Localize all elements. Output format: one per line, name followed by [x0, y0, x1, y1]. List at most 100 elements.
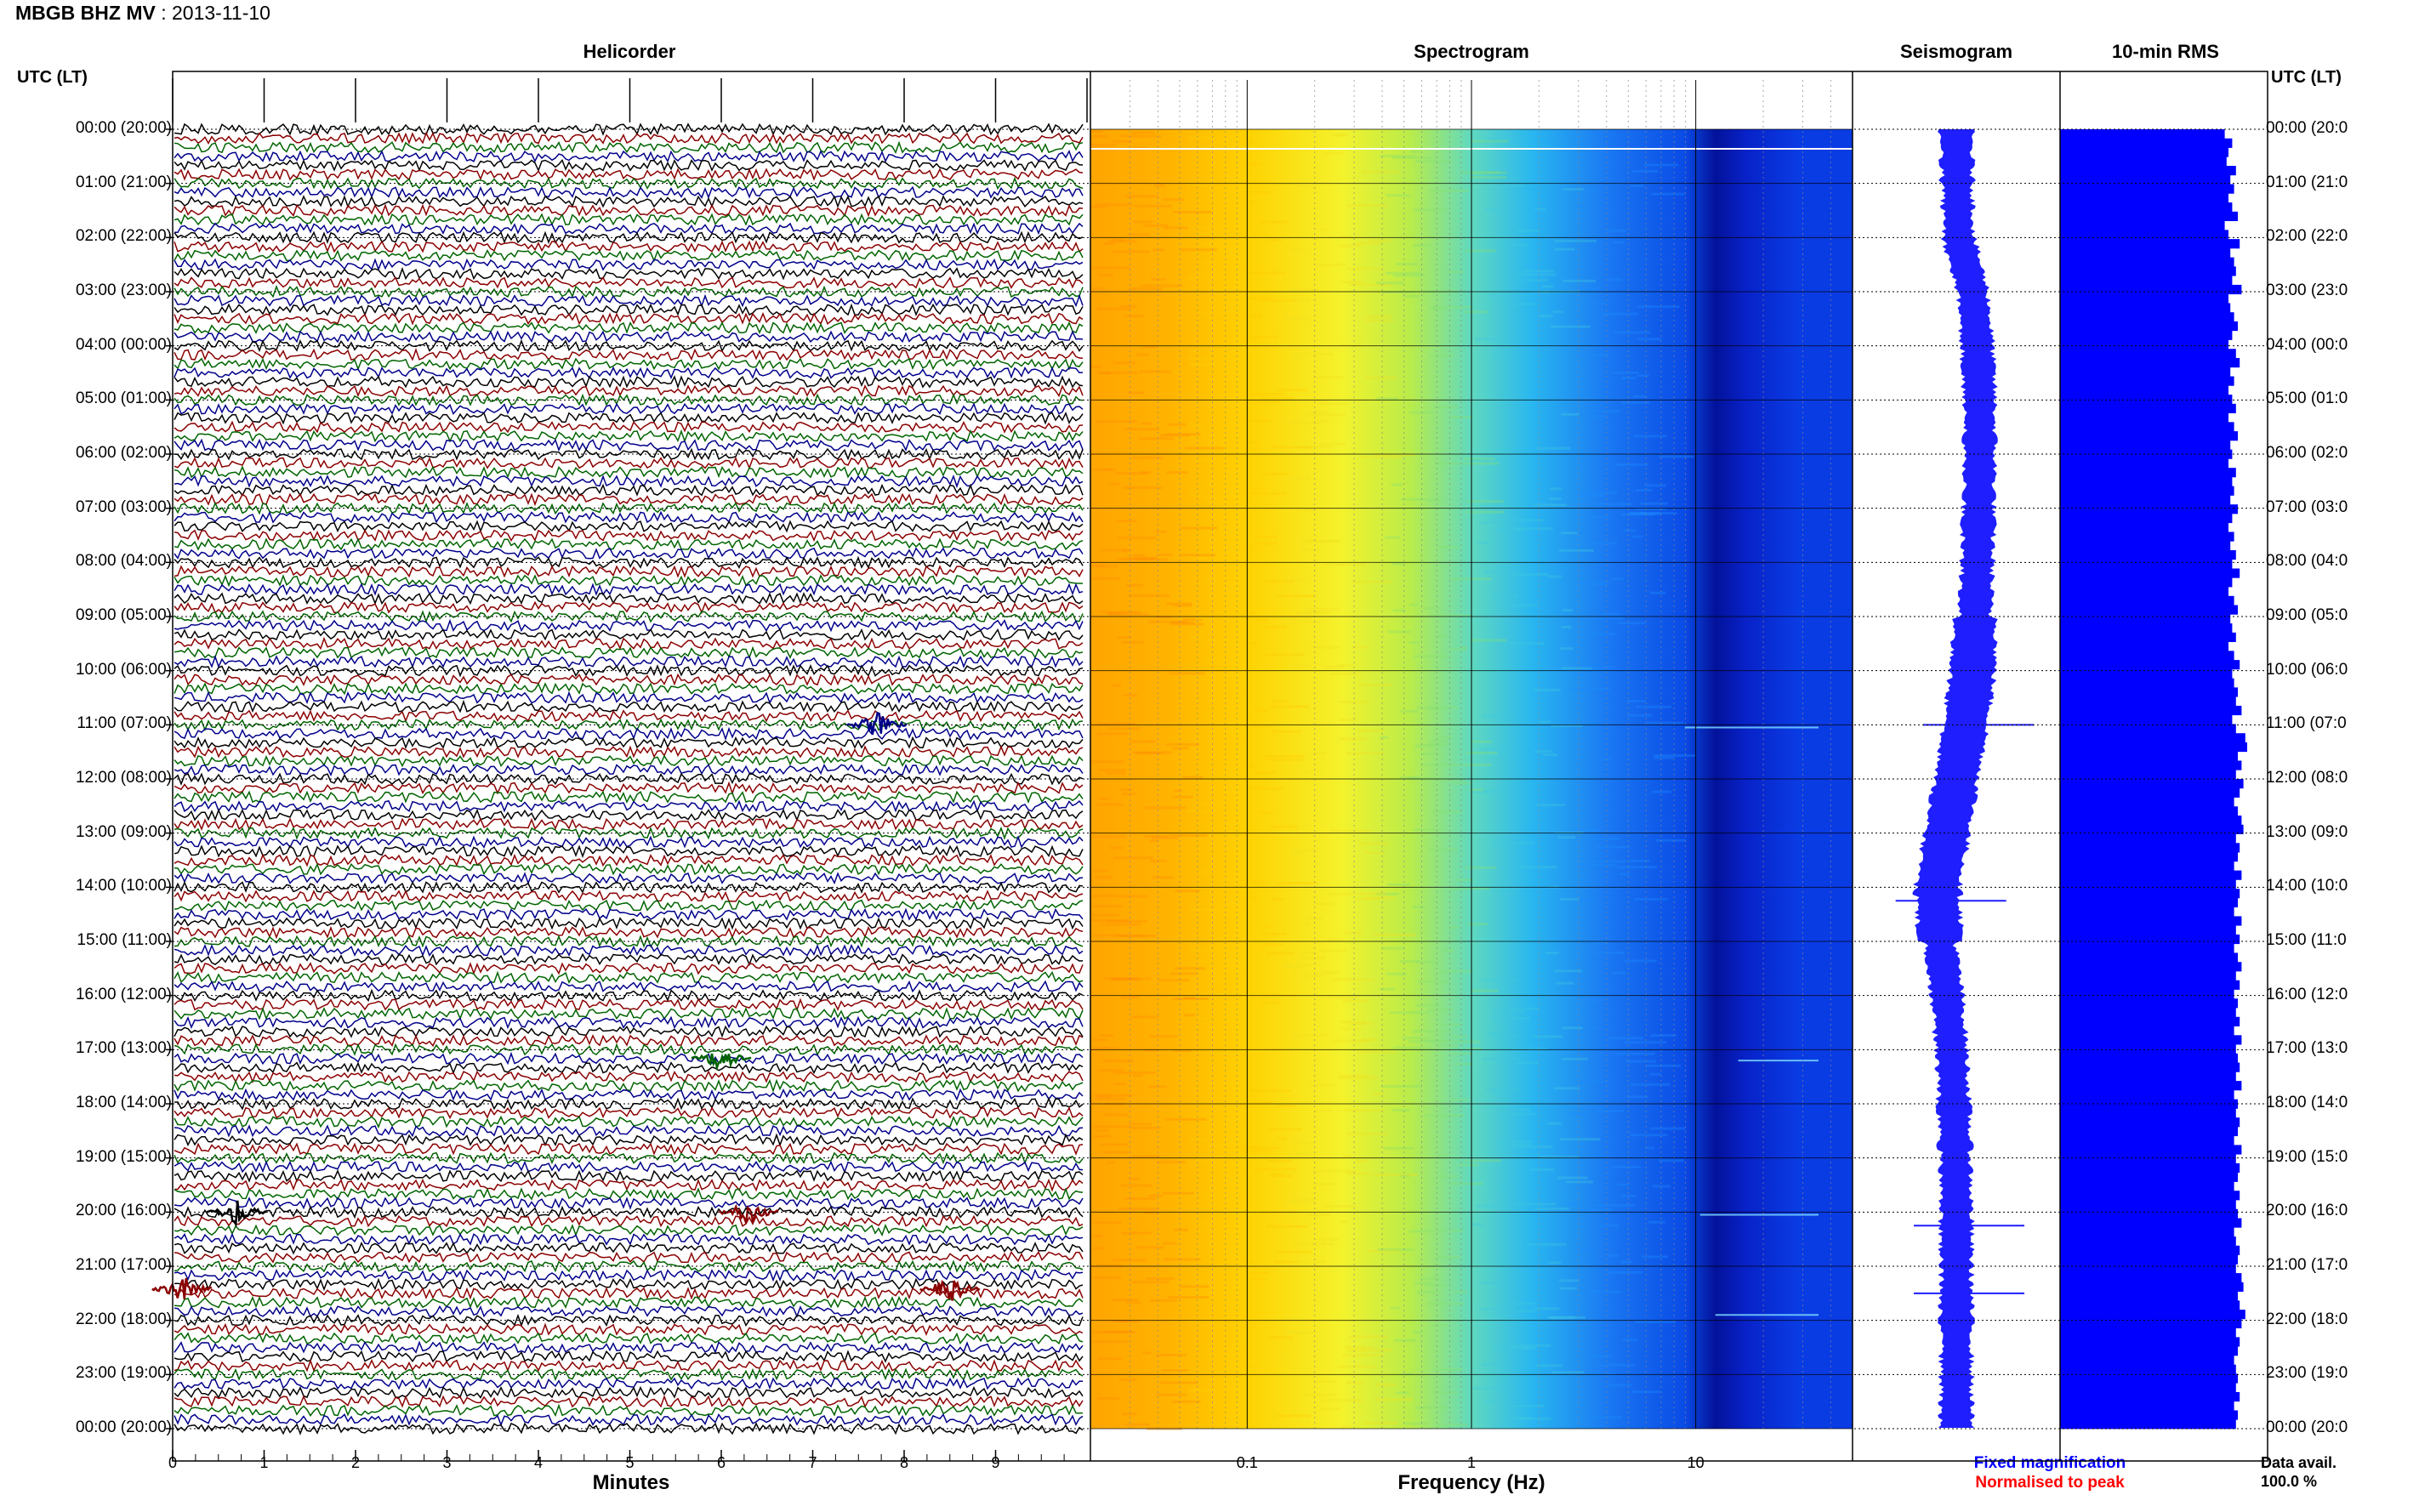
helicorder-trace: [174, 402, 1084, 416]
rms-bar: [2060, 1016, 2240, 1026]
legend-normalised-to-peak: Normalised to peak: [1975, 1474, 2125, 1492]
rms-plot: [2060, 129, 2247, 1430]
time-label-right: 02:00 (22:0: [2266, 227, 2348, 246]
seismogram-envelope: [1912, 129, 1998, 1428]
minutes-axis-title: Minutes: [592, 1471, 670, 1494]
time-label-left: 05:00 (01:00): [75, 389, 172, 408]
helicorder-trace: [174, 583, 1084, 596]
time-label-right: 05:00 (01:0: [2266, 389, 2348, 408]
helicorder-trace: [174, 384, 1084, 398]
rms-bar: [2060, 1154, 2236, 1164]
rms-bar: [2060, 1391, 2240, 1402]
helicorder-trace: [174, 1115, 1084, 1129]
helicorder-trace: [174, 1088, 1084, 1101]
helicorder-trace: [174, 835, 1084, 850]
panel-frames: [172, 71, 2268, 1462]
minute-tick-label: 5: [625, 1454, 635, 1471]
helicorder-trace: [174, 907, 1084, 921]
helicorder-trace: [174, 1350, 1084, 1364]
helicorder-trace: [174, 1403, 1084, 1418]
helicorder-trace: [174, 880, 1084, 894]
helicorder-trace: [174, 764, 1084, 777]
helicorder-trace: [174, 1006, 1084, 1020]
time-label-left: 17:00 (13:00): [75, 1039, 172, 1058]
rms-bar: [2060, 952, 2238, 963]
time-label-left: 15:00 (11:00): [77, 931, 172, 949]
rms-bar: [2060, 138, 2233, 148]
rms-bar: [2060, 504, 2238, 514]
time-label-left: 13:00 (09:00): [75, 822, 172, 841]
helicorder-trace: [174, 348, 1084, 361]
rms-bar: [2060, 925, 2236, 935]
helicorder-trace: [174, 1097, 1084, 1111]
helicorder-trace: [174, 510, 1084, 524]
rms-bar: [2060, 1318, 2242, 1329]
helicorder-trace: [174, 1197, 1084, 1210]
rms-bar: [2060, 549, 2236, 560]
legend-fixed-magnification: Fixed magnification: [1973, 1454, 2126, 1472]
time-label-right: 20:00 (16:0: [2266, 1202, 2348, 1220]
rms-bar: [2060, 1236, 2236, 1247]
helicorder-trace: [174, 1070, 1084, 1084]
helicorder-trace: [174, 303, 1084, 317]
time-label-right: 10:00 (06:0: [2266, 660, 2348, 679]
helicorder-title: Helicorder: [583, 41, 676, 62]
time-label-right: 17:00 (13:0: [2266, 1039, 2348, 1058]
helicorder-trace: [174, 321, 1084, 335]
time-label-left: 02:00 (22:00): [75, 227, 172, 246]
rms-bar: [2060, 1346, 2238, 1356]
helicorder-trace: [174, 456, 1084, 470]
rms-bar: [2060, 1218, 2242, 1228]
helicorder-trace: [174, 483, 1084, 497]
rms-bar: [2060, 1081, 2242, 1091]
rms-bar: [2060, 733, 2245, 743]
helicorder-trace: [174, 790, 1084, 804]
rms-bar: [2060, 678, 2234, 688]
time-label-right: 14:00 (10:0: [2266, 877, 2348, 895]
rms-bar: [2060, 1062, 2240, 1072]
rms-bar: [2060, 1227, 2234, 1237]
helicorder-trace: [174, 890, 1084, 903]
helicorder-trace: [174, 1214, 1084, 1228]
rms-bar: [2060, 714, 2233, 725]
rms-bar: [2060, 486, 2234, 496]
rms-bar: [2060, 668, 2233, 679]
time-label-right: 18:00 (14:0: [2266, 1094, 2348, 1111]
minute-tick-label: 2: [350, 1454, 361, 1471]
helicorder-trace: [174, 149, 1084, 163]
rms-bar: [2060, 367, 2231, 377]
time-label-right: 01:00 (21:0: [2266, 173, 2348, 191]
rms-bar: [2060, 349, 2236, 359]
rms-bar: [2060, 1117, 2240, 1128]
helicorder-trace: [174, 475, 1084, 489]
time-label-right: 00:00 (20:0: [2266, 1418, 2348, 1436]
rms-bar: [2060, 174, 2231, 185]
rms-bar: [2060, 476, 2233, 487]
helicorder-trace: [174, 1178, 1084, 1192]
helicorder-trace: [174, 293, 1084, 308]
time-label-right: 07:00 (03:0: [2266, 497, 2348, 516]
rms-bar: [2060, 568, 2240, 578]
minute-tick-label: 9: [991, 1454, 1000, 1471]
rms-bar: [2060, 1135, 2234, 1145]
time-label-left: 18:00 (14:00): [75, 1094, 172, 1111]
helicorder-trace: [174, 248, 1084, 263]
time-label-right: 08:00 (04:0: [2266, 552, 2348, 571]
data-avail-value: 100.0 %: [2261, 1473, 2318, 1490]
helicorder-trace: [174, 682, 1084, 696]
time-label-left: 16:00 (12:00): [75, 985, 172, 1003]
data-avail-label: Data avail.: [2261, 1454, 2337, 1471]
rms-bar: [2060, 184, 2234, 194]
rms-bar: [2060, 193, 2228, 203]
helicorder-trace: [174, 1413, 1084, 1427]
helicorder-trace: [174, 1051, 1084, 1066]
rms-bar: [2060, 787, 2240, 798]
helicorder-trace: [174, 1268, 1084, 1282]
helicorder-trace: [174, 492, 1084, 507]
helicorder-trace: [174, 1295, 1084, 1309]
rms-bar: [2060, 431, 2238, 441]
helicorder-trace: [174, 998, 1084, 1012]
rms-bar: [2060, 166, 2236, 176]
rms-bar: [2060, 824, 2244, 834]
